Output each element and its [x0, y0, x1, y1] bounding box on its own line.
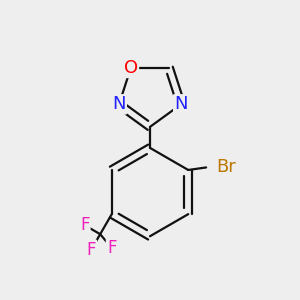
Text: N: N	[112, 95, 126, 113]
Text: F: F	[86, 241, 96, 259]
Text: Br: Br	[217, 158, 236, 176]
Text: O: O	[124, 59, 138, 77]
Text: F: F	[107, 239, 116, 257]
Text: F: F	[80, 216, 89, 234]
Text: N: N	[174, 95, 188, 113]
